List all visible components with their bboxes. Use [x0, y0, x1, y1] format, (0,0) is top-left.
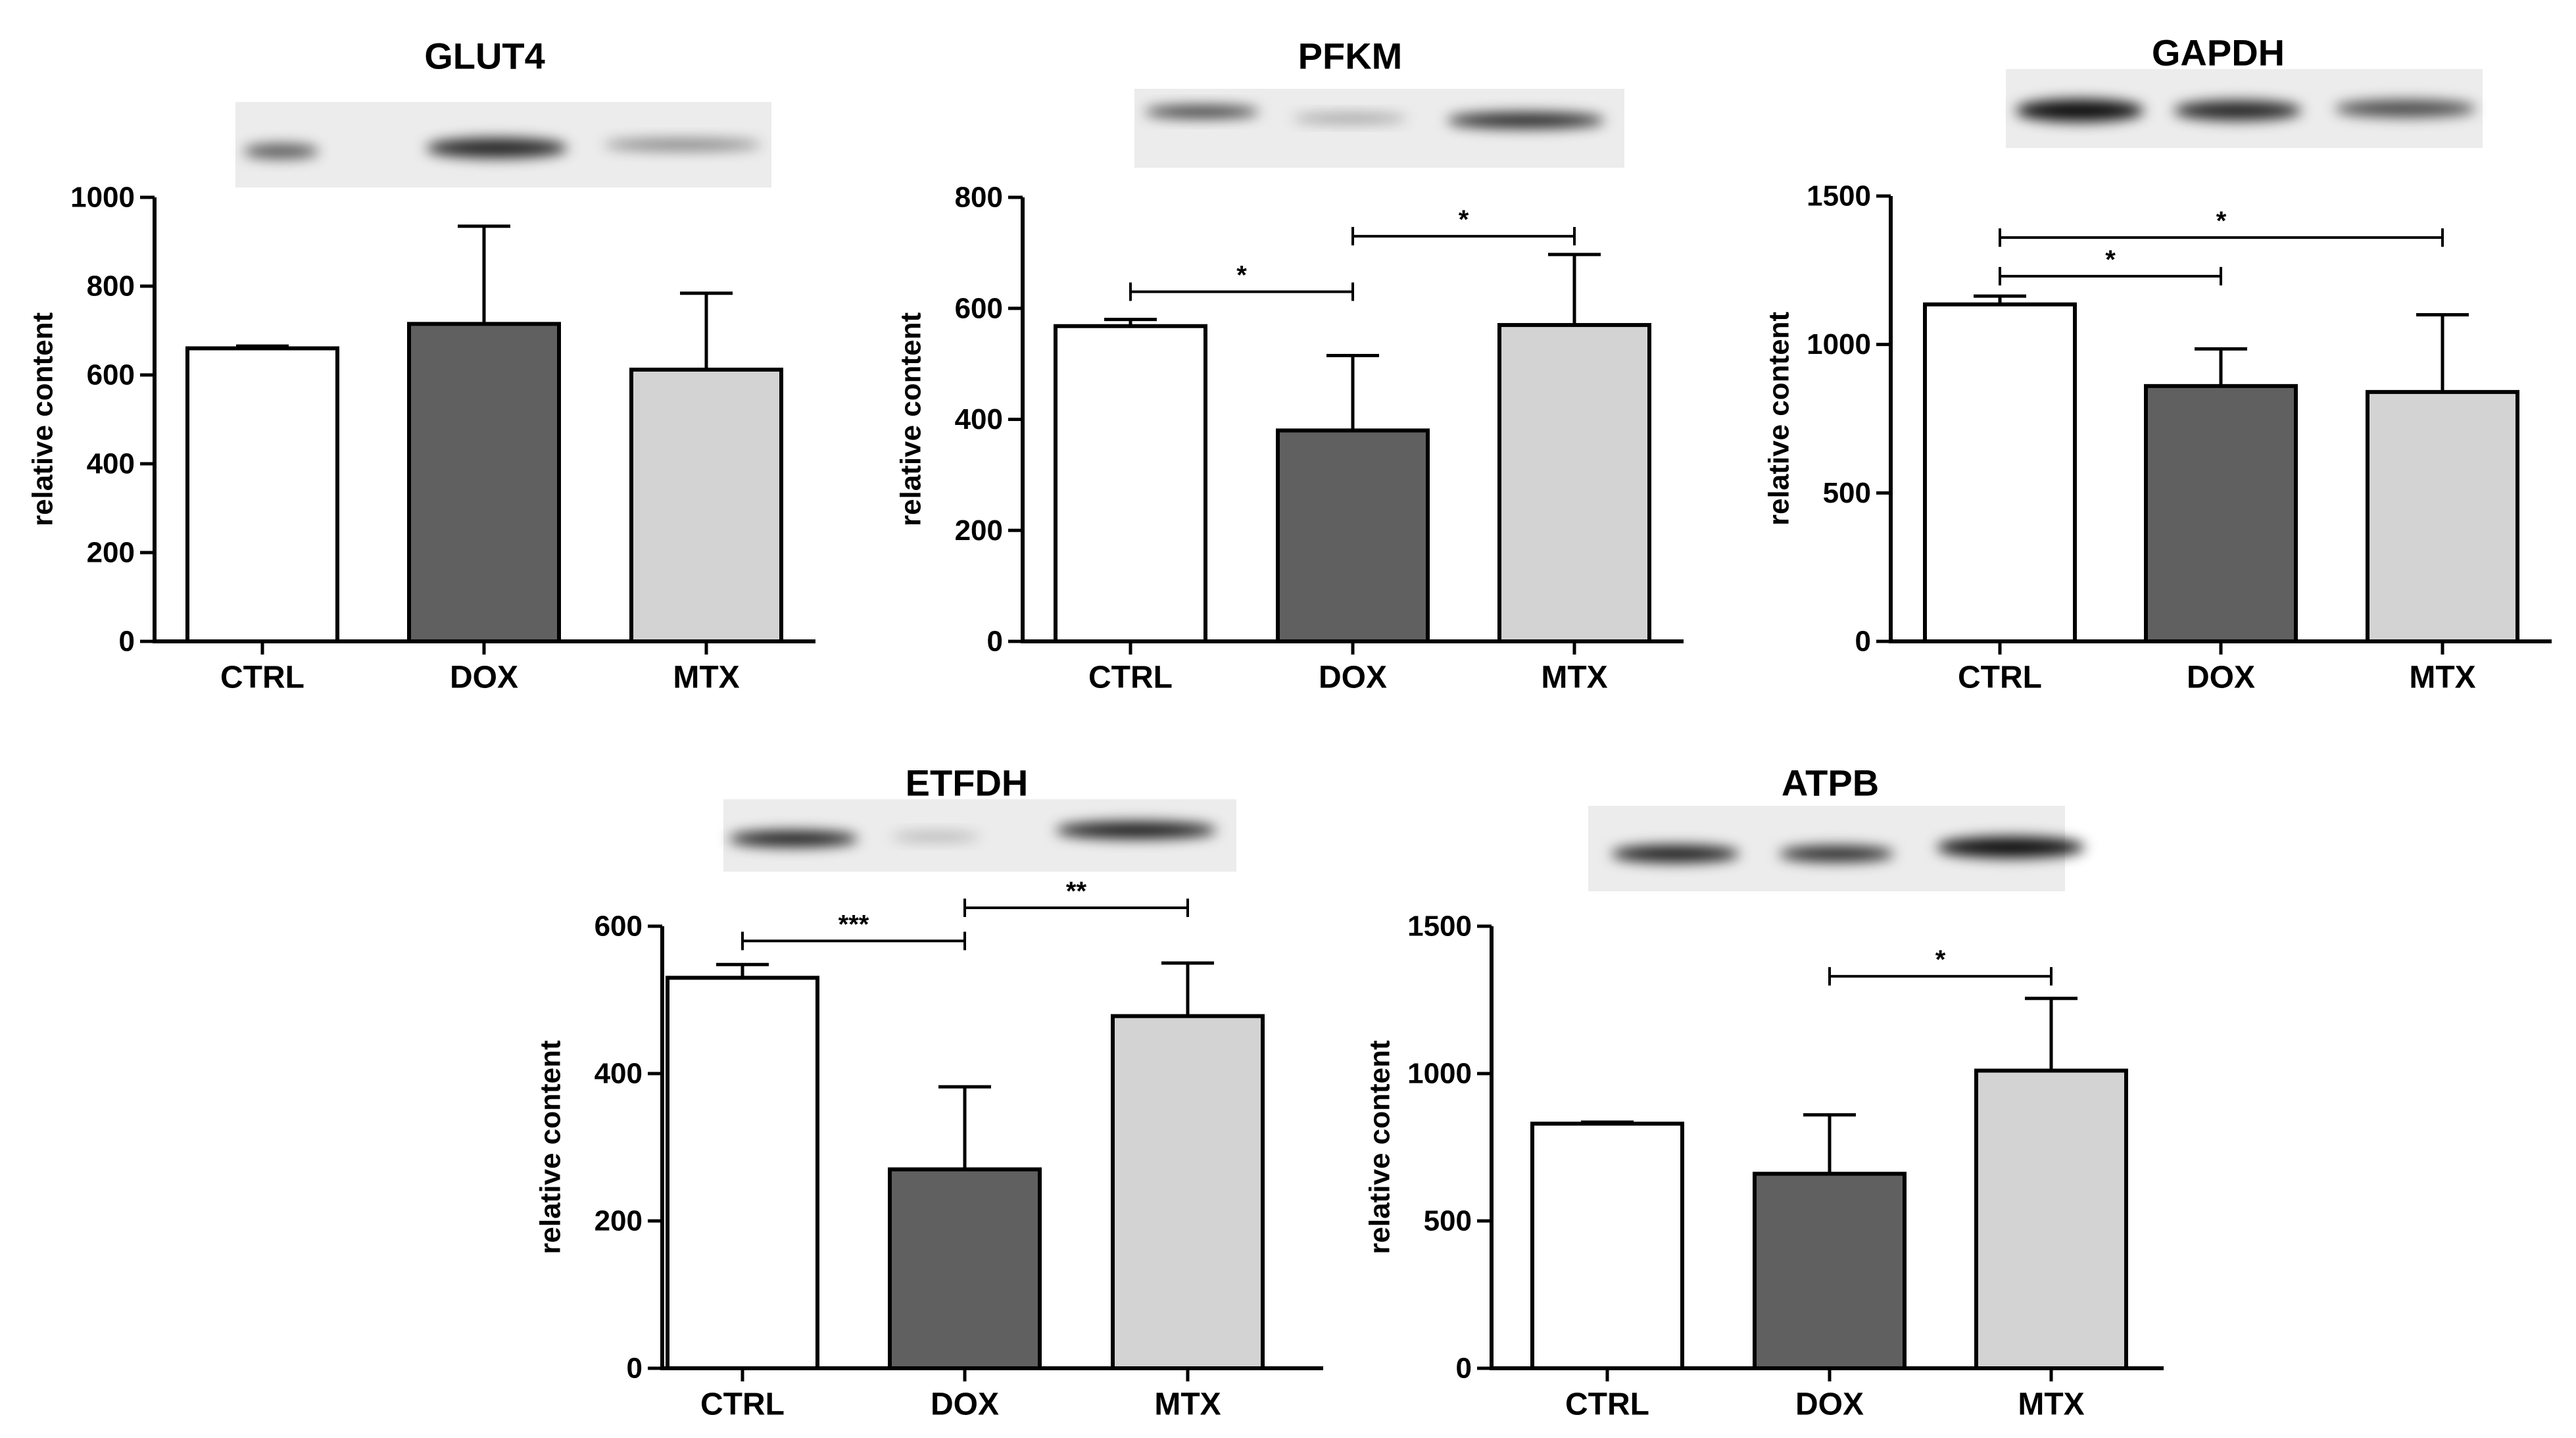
bar-ctrl — [1923, 302, 2077, 643]
significance-label: *** — [838, 910, 869, 939]
y-tick-label: 200 — [595, 1205, 643, 1237]
blot-band — [1937, 837, 2085, 858]
y-tick-label: 1000 — [1807, 328, 1871, 360]
category-label: MTX — [2409, 660, 2475, 695]
bar-mtx — [2366, 389, 2519, 643]
y-tick-label: 600 — [87, 359, 135, 391]
bar-ctrl — [1054, 324, 1207, 643]
significance-label: * — [2216, 207, 2227, 236]
y-tick-label: 1000 — [1407, 1058, 1472, 1090]
bar-ctrl — [1530, 1122, 1684, 1371]
bar-dox — [1276, 428, 1430, 643]
chart-title: ATPB — [1782, 762, 1879, 804]
blot-band — [243, 144, 319, 159]
blot-band — [1779, 846, 1894, 862]
y-axis-label: relative content — [1364, 1040, 1396, 1254]
category-label: CTRL — [1958, 660, 2042, 695]
significance-label: * — [1459, 205, 1469, 234]
blot-band — [2174, 101, 2302, 120]
significance-label: ** — [1066, 877, 1087, 906]
blot-band — [2016, 99, 2144, 122]
chart-title: PFKM — [1298, 36, 1403, 77]
blot-band — [426, 138, 568, 158]
chart-title: GAPDH — [2152, 32, 2285, 74]
blot-band — [2335, 100, 2476, 117]
y-tick-label: 500 — [1823, 477, 1871, 509]
category-label: DOX — [931, 1387, 999, 1422]
bar-ctrl — [185, 346, 339, 643]
category-label: MTX — [1541, 660, 1607, 695]
category-label: CTRL — [1088, 660, 1173, 695]
category-label: DOX — [1795, 1387, 1864, 1422]
chart-etfdh: ETFDH CTRL DOX MTX 0 200 400 600 relative conten… — [535, 762, 1323, 1422]
y-tick-label: 1500 — [1407, 910, 1472, 943]
bar-mtx — [1111, 1014, 1265, 1370]
bar-mtx — [629, 367, 783, 644]
y-tick-label: 400 — [595, 1058, 643, 1090]
blot-band — [1144, 106, 1259, 118]
bar-dox — [888, 1167, 1042, 1370]
category-label: CTRL — [1565, 1387, 1649, 1422]
blot-band — [1056, 822, 1217, 839]
bar-mtx — [1497, 323, 1651, 643]
significance-label: * — [2105, 245, 2116, 274]
bar-mtx — [1974, 1068, 2128, 1371]
y-tick-label: 800 — [955, 182, 1003, 214]
y-tick-label: 0 — [627, 1352, 643, 1385]
western-blot-image — [1588, 806, 2085, 891]
western-blot-image — [1134, 89, 1624, 168]
chart-atpb: ATPB CTRL DOX MTX 0 500 1000 1500 relative conte… — [1364, 762, 2164, 1422]
category-label: MTX — [1154, 1387, 1221, 1422]
y-axis-label: relative content — [1763, 312, 1795, 526]
western-blot-image — [235, 102, 771, 187]
blot-band — [1292, 114, 1407, 123]
y-axis-label: relative content — [895, 312, 927, 527]
category-label: DOX — [450, 660, 518, 695]
blot-band — [1447, 112, 1605, 128]
significance-label: * — [1935, 945, 1946, 974]
western-blot-image — [2006, 69, 2483, 148]
y-tick-label: 200 — [87, 537, 135, 569]
chart-title: GLUT4 — [424, 36, 545, 77]
category-label: MTX — [2018, 1387, 2084, 1422]
y-tick-label: 600 — [595, 910, 643, 943]
blot-band — [891, 832, 980, 841]
y-tick-label: 1000 — [70, 182, 135, 214]
y-tick-label: 0 — [987, 626, 1003, 658]
significance-label: * — [1236, 260, 1247, 289]
y-tick-label: 0 — [119, 626, 135, 658]
blot-background — [1134, 89, 1624, 168]
category-label: DOX — [2187, 660, 2255, 695]
chart-pfkm: PFKM CTRL DOX MTX 0 200 400 600 800 relative cont… — [895, 36, 1684, 695]
y-tick-label: 1500 — [1807, 180, 1871, 212]
y-tick-label: 0 — [1855, 626, 1871, 658]
y-tick-label: 200 — [955, 514, 1003, 547]
bar-dox — [2144, 384, 2298, 643]
western-blot-image — [723, 799, 1236, 872]
chart-gapdh: GAPDH CTRL DOX MTX 0 500 1000 1500 relative cont… — [1763, 32, 2552, 695]
y-tick-label: 0 — [1456, 1352, 1472, 1385]
chart-title: ETFDH — [906, 762, 1029, 804]
category-label: MTX — [673, 660, 739, 695]
blot-band — [1611, 845, 1739, 862]
bar-dox — [407, 322, 561, 643]
y-tick-label: 400 — [955, 403, 1003, 435]
bar-dox — [1753, 1172, 1907, 1370]
y-tick-label: 600 — [955, 292, 1003, 324]
chart-glut4: GLUT4 CTRL DOX MTX 0 200 400 600 800 1000 relative… — [27, 36, 815, 695]
category-label: CTRL — [220, 660, 304, 695]
blot-band — [729, 831, 858, 847]
y-axis-label: relative content — [27, 312, 59, 527]
category-label: CTRL — [700, 1387, 785, 1422]
blot-band — [604, 139, 762, 151]
category-label: DOX — [1319, 660, 1387, 695]
y-tick-label: 400 — [87, 448, 135, 480]
bar-ctrl — [666, 976, 819, 1370]
y-tick-label: 500 — [1424, 1205, 1472, 1237]
y-axis-label: relative content — [535, 1040, 567, 1254]
y-tick-label: 800 — [87, 270, 135, 303]
